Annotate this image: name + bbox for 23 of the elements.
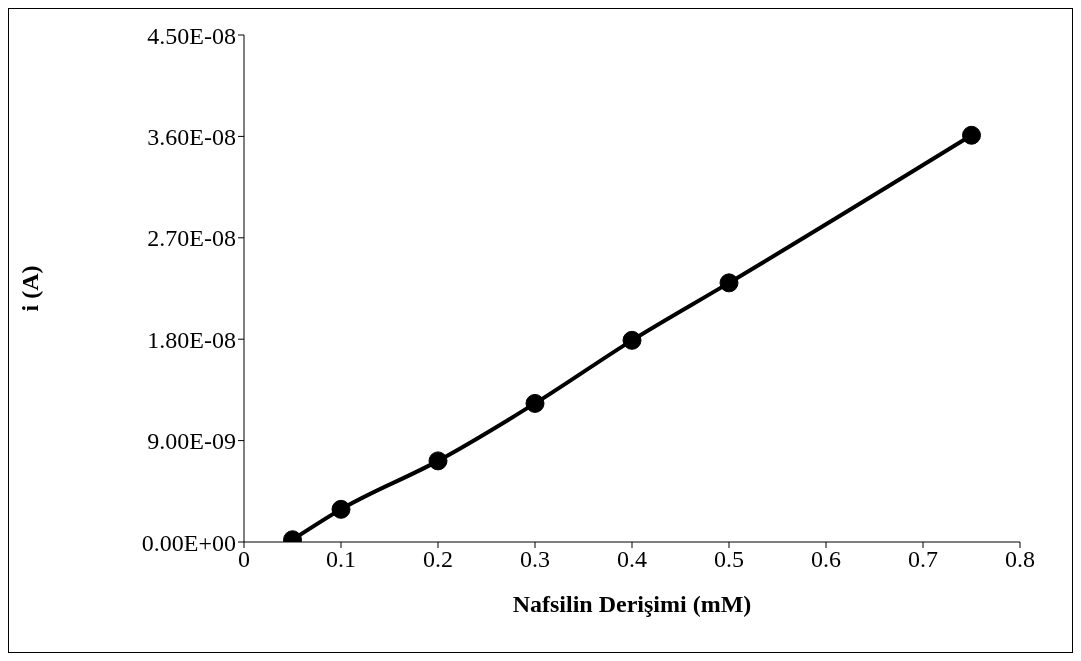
y-tick-label: 9.00E-09 <box>147 428 236 455</box>
y-axis-title: i (A) <box>16 265 43 312</box>
x-axis-title: Nafsilin Derişimi (mM) <box>512 591 752 617</box>
point <box>962 125 981 145</box>
point <box>719 273 739 293</box>
x-tick-label: 0.2 <box>423 546 453 573</box>
point <box>622 330 642 350</box>
y-tick-label: 1.80E-08 <box>147 326 236 353</box>
y-tick-label: 2.70E-08 <box>147 225 236 252</box>
x-tick-label: 0.8 <box>1005 546 1035 573</box>
y-tick-label: 4.50E-08 <box>147 22 236 49</box>
x-tick-label: 0.6 <box>811 546 841 573</box>
x-tick-label: 0.4 <box>617 546 647 573</box>
x-tick-label: 0 <box>238 546 250 573</box>
y-tick-label: 0.00E+00 <box>141 529 236 556</box>
point <box>428 451 448 471</box>
x-tick-label: 0.7 <box>908 546 938 573</box>
x-tick-label: 0.1 <box>326 546 356 573</box>
x-tick-label: 0.3 <box>520 546 550 573</box>
point <box>331 499 351 519</box>
point <box>525 393 545 413</box>
x-tick-label: 0.5 <box>714 546 744 573</box>
y-tick-label: 3.60E-08 <box>147 123 236 150</box>
